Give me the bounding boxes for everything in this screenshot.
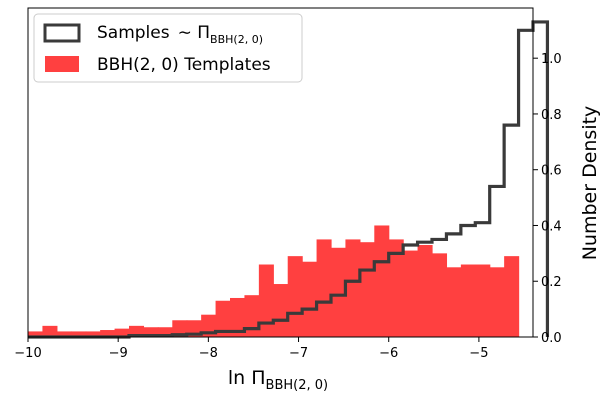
legend-swatch-samples	[43, 23, 81, 43]
template-bar	[244, 295, 260, 337]
template-bar	[417, 244, 433, 337]
template-bar	[446, 267, 462, 337]
template-bar	[302, 261, 318, 337]
template-bar	[475, 264, 491, 337]
template-bar	[258, 264, 274, 337]
template-bar	[432, 253, 448, 337]
x-tick-label: −10	[14, 346, 41, 361]
template-bar	[71, 331, 87, 337]
template-bar	[172, 320, 188, 337]
template-bar	[388, 239, 404, 337]
y-tick-label: 0.2	[541, 275, 562, 290]
template-bar	[143, 327, 159, 337]
template-bar	[403, 250, 419, 337]
template-bar	[316, 239, 332, 337]
template-bar	[215, 300, 231, 337]
template-bar	[359, 242, 375, 337]
template-bar	[460, 264, 476, 337]
legend-box	[33, 13, 303, 83]
y-tick-label: 0.4	[541, 219, 562, 234]
samples-step-line	[28, 20, 550, 339]
template-bar	[56, 331, 72, 337]
template-bar	[42, 325, 58, 337]
x-tick-label: −9	[109, 346, 128, 361]
x-tick-label: −7	[289, 346, 308, 361]
template-bar	[129, 325, 145, 337]
y-tick-label: 0.0	[541, 331, 562, 346]
templates-histogram	[28, 225, 520, 337]
template-bar	[85, 331, 101, 337]
x-axis-ticks: −10 −9 −8 −7 −6 −5	[14, 337, 488, 361]
template-bar	[114, 328, 130, 337]
plot-frame	[27, 7, 534, 338]
template-bar	[345, 239, 361, 337]
y-tick-label: 0.6	[541, 164, 562, 179]
x-tick-label: −5	[469, 346, 488, 361]
template-bar	[331, 247, 347, 337]
legend-swatch-templates	[45, 56, 79, 72]
template-bar	[287, 256, 303, 337]
legend: Samples ∼ ΠBBH(2, 0) BBH(2, 0) Templates	[33, 13, 303, 83]
x-tick-label: −6	[379, 346, 398, 361]
template-bar	[374, 225, 390, 337]
template-bar	[489, 267, 505, 337]
y-axis-label: Number Density	[579, 106, 601, 261]
y-tick-label: 0.8	[541, 108, 562, 123]
x-tick-label: −8	[199, 346, 218, 361]
legend-label-samples: Samples ∼ ΠBBH(2, 0)	[97, 23, 263, 46]
template-bar	[230, 297, 246, 337]
template-bar	[273, 284, 289, 337]
template-bar	[504, 256, 520, 337]
legend-label-templates: BBH(2, 0) Templates	[97, 55, 271, 75]
y-axis-ticks: 0.0 0.2 0.4 0.6 0.8 1.0	[533, 52, 562, 346]
x-axis-label: ln ΠBBH(2, 0)	[228, 367, 328, 393]
y-tick-label: 1.0	[541, 52, 562, 67]
template-bar	[157, 327, 173, 337]
template-bar	[28, 331, 44, 337]
template-bar	[100, 330, 116, 337]
